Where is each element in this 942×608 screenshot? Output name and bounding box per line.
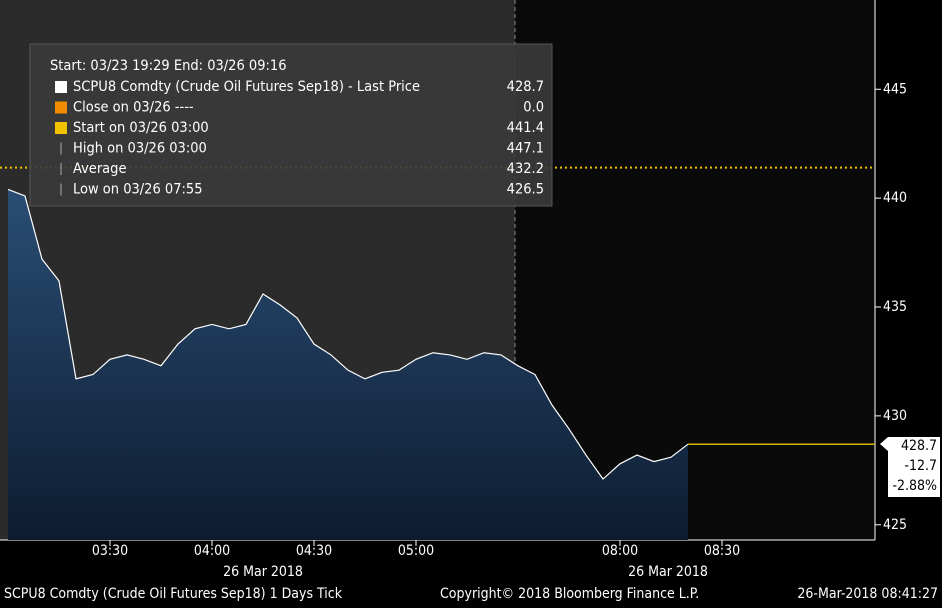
last-change-pct: -2.88% — [892, 478, 937, 494]
x-tick-label: 08:30 — [704, 543, 740, 559]
y-tick-label: 435 — [883, 299, 907, 315]
legend-swatch — [55, 81, 67, 93]
price-area — [8, 189, 688, 540]
legend-label: Start on 03/26 03:00 — [73, 120, 209, 136]
legend-swatch — [55, 122, 67, 134]
x-tick-label: 04:00 — [194, 543, 230, 559]
legend-label: High on 03/26 03:00 — [73, 141, 207, 157]
legend-value: 428.7 — [507, 79, 544, 95]
legend-value: 441.4 — [507, 120, 544, 136]
x-date-label: 26 Mar 2018 — [223, 564, 303, 580]
tooltip-bg — [29, 43, 553, 207]
legend-label: SCPU8 Comdty (Crude Oil Futures Sep18) -… — [73, 79, 420, 95]
x-tick-label: 03:30 — [92, 543, 128, 559]
legend-value: 447.1 — [507, 141, 544, 157]
legend-value: 432.2 — [507, 161, 544, 177]
y-tick-label: 440 — [883, 190, 907, 206]
tooltip-header: Start: 03/23 19:29 End: 03/26 09:16 — [50, 58, 287, 74]
footer-center: Copyright© 2018 Bloomberg Finance L.P. — [440, 586, 699, 602]
x-tick-label: 04:30 — [296, 543, 332, 559]
last-change: -12.7 — [904, 458, 937, 474]
x-tick-label: 08:00 — [602, 543, 638, 559]
footer-left: SCPU8 Comdty (Crude Oil Futures Sep18) 1… — [4, 586, 343, 602]
last-box: 428.7 -12.7 -2.88% — [880, 437, 940, 497]
legend-label: Close on 03/26 ---- — [73, 100, 194, 116]
last-box-bg — [880, 437, 940, 497]
tooltip: Start: 03/23 19:29 End: 03/26 09:16 SCPU… — [29, 43, 553, 207]
footer-right: 26-Mar-2018 08:41:27 — [797, 586, 938, 602]
y-tick-label: 425 — [883, 517, 907, 533]
legend-value: 426.5 — [507, 182, 544, 198]
legend-swatch — [55, 101, 67, 114]
legend-label: Average — [73, 161, 126, 177]
legend-value: 0.0 — [523, 100, 544, 116]
legend-label: Low on 03/26 07:55 — [73, 182, 203, 198]
y-tick-label: 430 — [883, 408, 907, 424]
x-date-label: 26 Mar 2018 — [628, 564, 708, 580]
price-line — [7, 188, 689, 480]
last-price: 428.7 — [901, 438, 937, 454]
y-tick-label: 445 — [883, 81, 907, 97]
x-tick-label: 05:00 — [398, 543, 434, 559]
